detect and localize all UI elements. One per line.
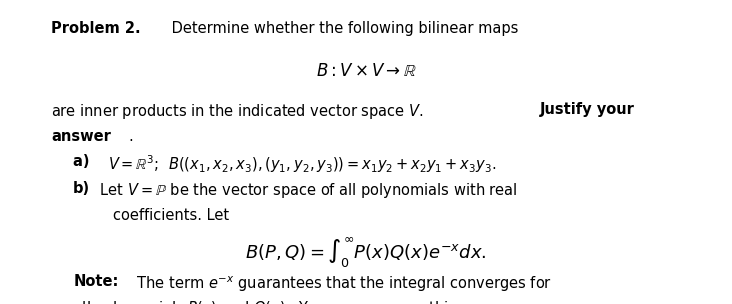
Text: b): b) (73, 181, 90, 196)
Text: $B(P, Q) = \int_0^{\infty} P(x)Q(x)e^{-x}dx.$: $B(P, Q) = \int_0^{\infty} P(x)Q(x)e^{-x… (245, 236, 487, 270)
Text: The term $e^{-x}$ guarantees that the integral converges for: The term $e^{-x}$ guarantees that the in… (132, 274, 552, 294)
Text: a): a) (73, 154, 100, 168)
Text: Determine whether the following bilinear maps: Determine whether the following bilinear… (167, 21, 518, 36)
Text: answer: answer (51, 129, 111, 144)
Text: Problem 2.: Problem 2. (51, 21, 141, 36)
Text: Justify your: Justify your (539, 102, 635, 117)
Text: $B: V \times V \rightarrow \mathbb{R}$: $B: V \times V \rightarrow \mathbb{R}$ (315, 62, 417, 80)
Text: $V = \mathbb{R}^3$;  $B((x_1, x_2, x_3), (y_1, y_2, y_3)) = x_1y_2 + x_2y_1 + x_: $V = \mathbb{R}^3$; $B((x_1, x_2, x_3), … (108, 154, 496, 175)
Text: all polynomials $P(x)$ and $Q(x)$.  You may assume this.: all polynomials $P(x)$ and $Q(x)$. You m… (73, 299, 460, 304)
Text: .: . (129, 129, 133, 144)
Text: Note:: Note: (73, 274, 119, 289)
Text: Let $V = \mathbb{P}$ be the vector space of all polynomials with real: Let $V = \mathbb{P}$ be the vector space… (95, 181, 518, 200)
Text: coefficients. Let: coefficients. Let (113, 208, 230, 223)
Text: are inner products in the indicated vector space $V$.: are inner products in the indicated vect… (51, 102, 430, 121)
